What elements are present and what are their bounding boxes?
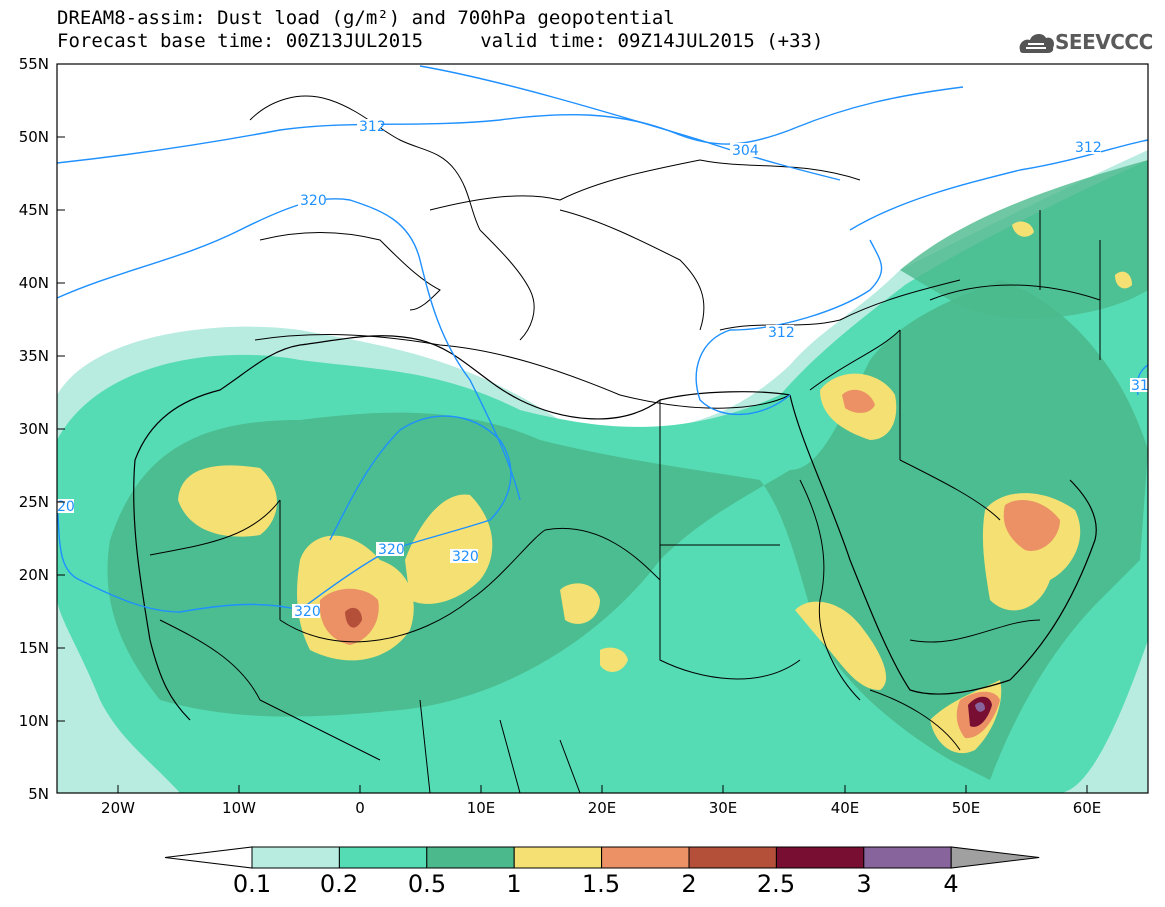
lon-label: 20W (101, 799, 135, 817)
colorbar-segment (513, 846, 603, 869)
contour-label: 312 (1075, 140, 1102, 156)
colorbar-arrow-high (950, 846, 1040, 869)
longitude-labels: 20W 10W 0 10E 20E 30E 40E 50E 60E (101, 799, 1101, 817)
colorbar-segment (775, 846, 865, 869)
lat-label: 35N (19, 347, 49, 365)
colorbar-label: 2.5 (756, 870, 796, 898)
lat-label: 15N (19, 639, 49, 657)
forecast-time-line: Forecast base time: 00Z13JUL2015 valid t… (57, 30, 824, 52)
latitude-labels: 55N 50N 45N 40N 35N 30N 25N 20N 15N 10N … (19, 55, 49, 803)
map-title: DREAM8-assim: Dust load (g/m²) and 700hP… (57, 7, 675, 29)
lat-label: 10N (19, 712, 49, 730)
lon-label: 50E (952, 799, 981, 817)
colorbar-label: 3 (856, 870, 872, 898)
lon-label: 10E (467, 799, 496, 817)
lon-label: 30E (709, 799, 738, 817)
contour-label: 312 (768, 325, 795, 341)
colorbar-label: 0.2 (319, 870, 359, 898)
lat-label: 25N (19, 493, 49, 511)
contour-label: 31 (1131, 378, 1149, 394)
colorbar-label: 1.5 (581, 870, 621, 898)
contour-label: 20 (57, 499, 75, 515)
colorbar-label: 2 (681, 870, 697, 898)
colorbar-label: 4 (943, 870, 959, 898)
lat-label: 5N (28, 785, 49, 803)
lon-label: 10W (222, 799, 256, 817)
lon-label: 60E (1073, 799, 1102, 817)
cloud-icon (1019, 34, 1055, 53)
lat-label: 50N (19, 128, 49, 146)
colorbar-label: 0.1 (232, 870, 272, 898)
geopotential-contours (57, 65, 1148, 613)
contour-label: 320 (378, 542, 405, 558)
colorbar-segment (688, 846, 777, 869)
country-borders (149, 95, 1101, 793)
colorbar (164, 846, 1040, 869)
coastlines (133, 335, 1097, 721)
colorbar-segment (426, 846, 515, 869)
lon-label: 0 (355, 799, 365, 817)
lat-label: 30N (19, 420, 49, 438)
lon-label: 20E (588, 799, 617, 817)
colorbar-label: 0.5 (407, 870, 447, 898)
colorbar-label: 1 (506, 870, 522, 898)
contour-label: 304 (732, 143, 759, 159)
lon-label: 40E (831, 799, 860, 817)
colorbar-segment (251, 846, 340, 869)
contour-labels: 312 304 312 320 320 320 320 312 20 31 (56, 119, 1149, 620)
seevccc-logo-text: SEEVCCC (1055, 30, 1153, 54)
lat-label: 40N (19, 274, 49, 292)
colorbar-segment (863, 846, 952, 869)
contour-label: 320 (294, 604, 321, 620)
dust-field (57, 64, 1148, 793)
colorbar-segment (601, 846, 690, 869)
contour-label: 312 (359, 119, 386, 135)
axis-ticks (57, 63, 1088, 793)
colorbar-segment (338, 846, 428, 869)
colorbar-arrow-low (164, 846, 253, 869)
contour-label: 320 (452, 549, 479, 565)
contour-label: 320 (300, 193, 327, 209)
lat-label: 55N (19, 55, 49, 73)
lat-label: 45N (19, 201, 49, 219)
lat-label: 20N (19, 566, 49, 584)
